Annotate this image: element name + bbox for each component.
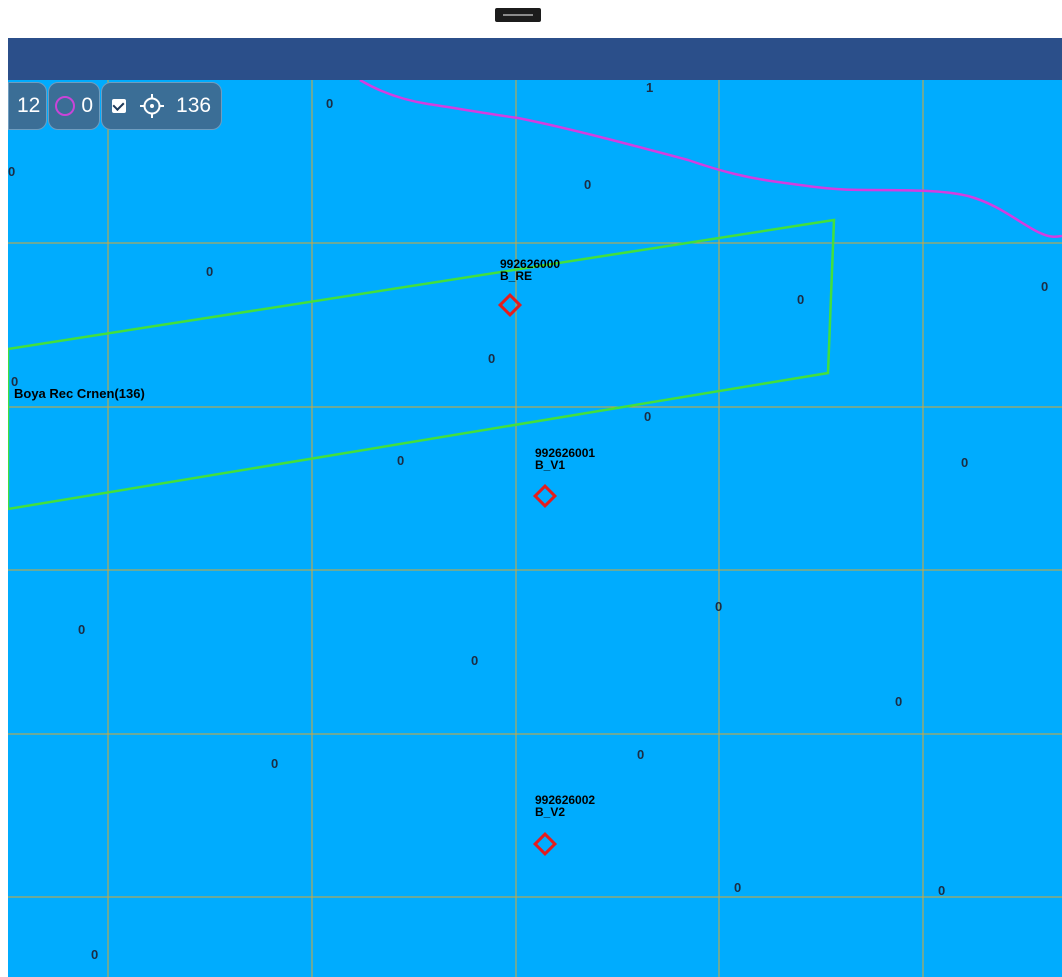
buoy-name: B_V2 xyxy=(535,805,565,819)
depth-sounding: 0 xyxy=(206,264,213,279)
depth-sounding: 0 xyxy=(91,947,98,962)
buoy[interactable]: 992626001 B_V1 xyxy=(532,446,595,509)
buoy-name: B_V1 xyxy=(535,458,565,472)
grid-lines xyxy=(8,80,1062,977)
depth-sounding: 0 xyxy=(938,883,945,898)
depth-sounding: 0 xyxy=(271,756,278,771)
depth-sounding: 0 xyxy=(397,453,404,468)
ring-count-group[interactable]: 0 xyxy=(48,82,101,130)
depth-sounding: 0 xyxy=(8,164,15,179)
ring-count-value: 0 xyxy=(81,94,94,117)
restricted-zone-outline[interactable] xyxy=(8,218,836,511)
coastline xyxy=(359,80,1062,239)
ring-icon xyxy=(55,96,76,116)
crosshair-target-icon[interactable] xyxy=(140,94,165,118)
header-bar xyxy=(8,38,1062,80)
depth-sounding: 0 xyxy=(1041,279,1048,294)
depth-sounding: 0 xyxy=(488,351,495,366)
buoy-mmsi: 992626002 xyxy=(535,793,595,807)
depth-sounding: 1 xyxy=(646,80,653,95)
depth-sounding: 0 xyxy=(895,694,902,709)
count-value: 12 xyxy=(17,94,41,117)
buoy-diamond-icon[interactable] xyxy=(532,831,558,857)
depth-sounding: 0 xyxy=(715,599,722,614)
chart-canvas[interactable]: 0 1 0 0 0 0 0 0 0 0 0 0 0 0 0 0 0 0 0 0 0 Boya Rec Crnen(136… xyxy=(8,80,1062,977)
depth-sounding: 0 xyxy=(797,292,804,307)
count-group[interactable]: 12 xyxy=(8,82,48,130)
map-toolbar: 12 0 136 xyxy=(8,82,223,130)
buoy-mmsi: 992626000 xyxy=(500,257,560,271)
nautical-chart-map[interactable]: 0 1 0 0 0 0 0 0 0 0 0 0 0 0 0 0 0 0 0 0 0 Boya Rec Crnen(136… xyxy=(8,80,1062,977)
buoy-diamond-icon[interactable] xyxy=(497,292,523,318)
target-group[interactable]: 136 xyxy=(101,82,223,130)
depth-sounding: 0 xyxy=(734,880,741,895)
depth-sounding: 0 xyxy=(584,177,591,192)
zone-label: Boya Rec Crnen(136) xyxy=(14,386,145,401)
depth-sounding: 0 xyxy=(637,747,644,762)
buoy-diamond-icon[interactable] xyxy=(532,483,558,509)
buoy-name: B_RE xyxy=(500,269,532,283)
depth-sounding: 0 xyxy=(78,622,85,637)
buoy[interactable]: 992626000 B_RE xyxy=(497,257,560,318)
depth-sounding: 0 xyxy=(644,409,651,424)
depth-sounding: 0 xyxy=(471,653,478,668)
checkbox-icon[interactable] xyxy=(112,99,127,113)
panel-drag-handle[interactable] xyxy=(495,8,541,22)
target-count-value: 136 xyxy=(176,94,212,117)
buoy[interactable]: 992626002 B_V2 xyxy=(532,793,595,857)
depth-sounding: 0 xyxy=(961,455,968,470)
buoy-mmsi: 992626001 xyxy=(535,446,595,460)
depth-sounding: 0 xyxy=(11,374,18,389)
depth-sounding: 0 xyxy=(326,96,333,111)
depth-soundings: 0 1 0 0 0 0 0 0 0 0 0 0 0 0 0 0 0 0 0 0 0 xyxy=(8,80,1048,962)
